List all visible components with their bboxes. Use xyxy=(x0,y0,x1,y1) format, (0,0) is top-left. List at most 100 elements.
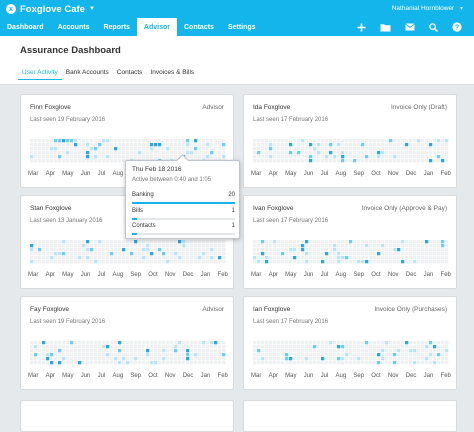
heatmap-cell[interactable] xyxy=(102,244,106,248)
heatmap-cell[interactable] xyxy=(337,357,341,361)
heatmap-cell[interactable] xyxy=(30,159,34,163)
heatmap-cell[interactable] xyxy=(257,240,261,244)
heatmap-cell[interactable] xyxy=(50,159,54,163)
heatmap-cell[interactable] xyxy=(317,252,321,256)
heatmap-cell[interactable] xyxy=(118,143,122,147)
heatmap-cell[interactable] xyxy=(265,252,269,256)
heatmap-cell[interactable] xyxy=(74,143,78,147)
heatmap-cell[interactable] xyxy=(90,143,94,147)
heatmap-cell[interactable] xyxy=(397,159,401,163)
heatmap-cell[interactable] xyxy=(397,139,401,143)
heatmap-cell[interactable] xyxy=(102,341,106,345)
heatmap-cell[interactable] xyxy=(70,353,74,357)
heatmap-cell[interactable] xyxy=(110,260,114,264)
heatmap-cell[interactable] xyxy=(30,147,34,151)
heatmap-cell[interactable] xyxy=(94,341,98,345)
heatmap-cell[interactable] xyxy=(365,155,369,159)
heatmap-cell[interactable] xyxy=(142,357,146,361)
heatmap-cell[interactable] xyxy=(329,240,333,244)
heatmap-cell[interactable] xyxy=(325,159,329,163)
heatmap-cell[interactable] xyxy=(106,248,110,252)
heatmap-cell[interactable] xyxy=(222,256,226,260)
heatmap-cell[interactable] xyxy=(126,260,130,264)
heatmap-cell[interactable] xyxy=(182,341,186,345)
heatmap-cell[interactable] xyxy=(425,244,429,248)
heatmap-cell[interactable] xyxy=(385,357,389,361)
heatmap-cell[interactable] xyxy=(301,244,305,248)
heatmap-cell[interactable] xyxy=(194,252,198,256)
heatmap-cell[interactable] xyxy=(397,244,401,248)
heatmap-cell[interactable] xyxy=(433,252,437,256)
heatmap-cell[interactable] xyxy=(210,260,214,264)
heatmap-cell[interactable] xyxy=(218,256,222,260)
heatmap-cell[interactable] xyxy=(146,349,150,353)
heatmap-cell[interactable] xyxy=(293,151,297,155)
heatmap-cell[interactable] xyxy=(393,341,397,345)
heatmap-cell[interactable] xyxy=(373,357,377,361)
heatmap-cell[interactable] xyxy=(42,357,46,361)
heatmap-cell[interactable] xyxy=(54,155,58,159)
heatmap-cell[interactable] xyxy=(261,159,265,163)
heatmap-cell[interactable] xyxy=(74,341,78,345)
heatmap-cell[interactable] xyxy=(74,252,78,256)
heatmap-cell[interactable] xyxy=(297,143,301,147)
heatmap-cell[interactable] xyxy=(106,244,110,248)
heatmap-cell[interactable] xyxy=(353,260,357,264)
nav-item-dashboard[interactable]: Dashboard xyxy=(7,23,44,31)
heatmap-cell[interactable] xyxy=(269,341,273,345)
heatmap-cell[interactable] xyxy=(38,353,42,357)
heatmap-cell[interactable] xyxy=(190,341,194,345)
heatmap-cell[interactable] xyxy=(353,349,357,353)
heatmap-cell[interactable] xyxy=(349,345,353,349)
heatmap-cell[interactable] xyxy=(321,357,325,361)
heatmap-cell[interactable] xyxy=(218,361,222,365)
heatmap-cell[interactable] xyxy=(62,260,66,264)
heatmap-cell[interactable] xyxy=(377,345,381,349)
heatmap-cell[interactable] xyxy=(214,155,218,159)
heatmap-cell[interactable] xyxy=(62,349,66,353)
heatmap-cell[interactable] xyxy=(297,248,301,252)
heatmap-cell[interactable] xyxy=(146,139,150,143)
heatmap-cell[interactable] xyxy=(269,155,273,159)
heatmap-cell[interactable] xyxy=(90,349,94,353)
heatmap-cell[interactable] xyxy=(206,353,210,357)
heatmap-cell[interactable] xyxy=(38,244,42,248)
heatmap-cell[interactable] xyxy=(325,151,329,155)
heatmap-cell[interactable] xyxy=(110,159,114,163)
heatmap-cell[interactable] xyxy=(445,151,449,155)
heatmap-cell[interactable] xyxy=(90,240,94,244)
heatmap-cell[interactable] xyxy=(82,244,86,248)
heatmap-cell[interactable] xyxy=(178,240,182,244)
heatmap-cell[interactable] xyxy=(110,155,114,159)
heatmap-cell[interactable] xyxy=(433,361,437,365)
heatmap-cell[interactable] xyxy=(413,260,417,264)
heatmap-cell[interactable] xyxy=(389,349,393,353)
heatmap-cell[interactable] xyxy=(305,159,309,163)
heatmap-cell[interactable] xyxy=(281,240,285,244)
heatmap-cell[interactable] xyxy=(329,143,333,147)
heatmap-cell[interactable] xyxy=(277,244,281,248)
heatmap-cell[interactable] xyxy=(421,361,425,365)
heatmap-cell[interactable] xyxy=(277,357,281,361)
heatmap-cell[interactable] xyxy=(273,244,277,248)
heatmap-cell[interactable] xyxy=(182,260,186,264)
heatmap-cell[interactable] xyxy=(417,260,421,264)
heatmap-cell[interactable] xyxy=(78,143,82,147)
heatmap-cell[interactable] xyxy=(86,143,90,147)
heatmap-cell[interactable] xyxy=(114,357,118,361)
heatmap-cell[interactable] xyxy=(325,139,329,143)
heatmap-cell[interactable] xyxy=(114,260,118,264)
heatmap-cell[interactable] xyxy=(146,147,150,151)
heatmap-cell[interactable] xyxy=(405,260,409,264)
heatmap-cell[interactable] xyxy=(122,357,126,361)
heatmap-cell[interactable] xyxy=(46,240,50,244)
heatmap-cell[interactable] xyxy=(182,361,186,365)
heatmap-cell[interactable] xyxy=(102,256,106,260)
heatmap-cell[interactable] xyxy=(202,341,206,345)
heatmap-cell[interactable] xyxy=(257,361,261,365)
help-icon[interactable]: ? xyxy=(452,22,462,32)
heatmap-cell[interactable] xyxy=(381,240,385,244)
heatmap-cell[interactable] xyxy=(297,139,301,143)
heatmap-cell[interactable] xyxy=(114,256,118,260)
user-card[interactable]: Stan Foxglove Standard Last seen 13 Janu… xyxy=(20,195,234,289)
